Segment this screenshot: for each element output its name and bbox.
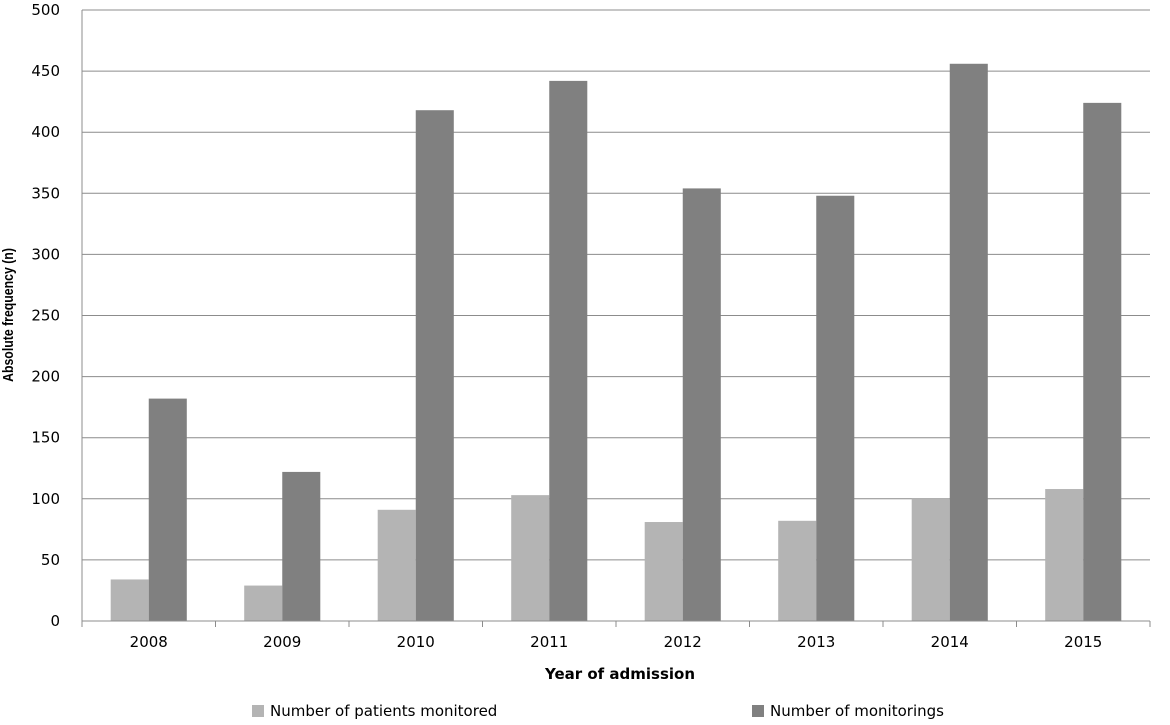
y-tick-label: 150: [31, 429, 60, 447]
bar-monitorings: [949, 63, 988, 621]
x-tick-label: 2015: [1064, 633, 1102, 651]
y-tick-label: 350: [31, 184, 60, 202]
x-tick-label: 2014: [931, 633, 969, 651]
legend-swatch-patients: [252, 705, 264, 717]
x-tick-labels: 2008 2009 2010 2011 2012 2013 2014 2015: [130, 633, 1103, 651]
x-tick-label: 2011: [530, 633, 568, 651]
x-tick-label: 2009: [263, 633, 301, 651]
y-tick-labels: 0 50 100 150 200 250 300 350 400 450 500: [31, 1, 60, 630]
bar-monitorings: [415, 110, 454, 621]
legend: Number of patients monitored Number of m…: [252, 702, 944, 720]
y-tick-label: 100: [31, 490, 60, 508]
x-tick-label: 2013: [797, 633, 835, 651]
y-tick-label: 0: [50, 612, 60, 630]
bar-monitorings: [549, 80, 588, 622]
bar-patients-monitored: [1045, 489, 1084, 621]
x-tick-label: 2010: [397, 633, 435, 651]
y-tick-label: 50: [41, 551, 60, 569]
bar-patients-monitored: [644, 522, 683, 621]
bar-patients-monitored: [377, 509, 416, 621]
legend-label-monitorings: Number of monitorings: [770, 702, 944, 720]
legend-label-patients: Number of patients monitored: [270, 702, 497, 720]
bar-patients-monitored: [110, 579, 149, 621]
bar-monitorings: [282, 471, 321, 621]
bar-monitorings: [148, 398, 187, 621]
bar-monitorings: [1083, 102, 1122, 621]
x-tick-label: 2012: [664, 633, 702, 651]
y-tick-label: 300: [31, 245, 60, 263]
bar-patients-monitored: [244, 585, 283, 621]
y-tick-label: 200: [31, 368, 60, 386]
y-tick-label: 450: [31, 62, 60, 80]
x-tick-label: 2008: [130, 633, 168, 651]
y-tick-label: 400: [31, 123, 60, 141]
axes: [81, 10, 1151, 627]
y-tick-label: 250: [31, 307, 60, 325]
gridlines: [82, 9, 1150, 561]
bar-patients-monitored: [511, 495, 550, 621]
bar-patients-monitored: [778, 520, 817, 621]
bar-monitorings: [682, 188, 721, 622]
bars: [110, 63, 1122, 622]
legend-swatch-monitorings: [752, 705, 764, 717]
bar-patients-monitored: [911, 498, 950, 621]
y-tick-label: 500: [31, 1, 60, 19]
bar-monitorings: [816, 195, 855, 621]
x-axis-title: Year of admission: [544, 665, 695, 683]
y-axis-title: Absolute frequency (n): [0, 248, 16, 382]
